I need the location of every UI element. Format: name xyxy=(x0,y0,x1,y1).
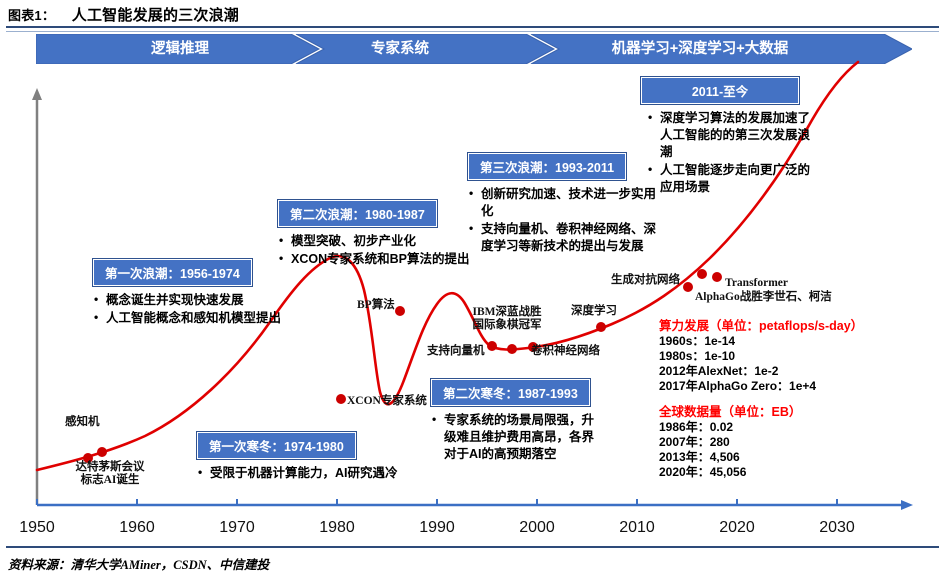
x-tick-2010: 2010 xyxy=(619,519,655,536)
stats-compute-row-4: 2017年AlphaGo Zero：1e+4 xyxy=(659,379,817,393)
stats-data-row-2: 2007年：280 xyxy=(659,435,730,449)
marker-deeplearning xyxy=(596,322,606,332)
card-winter2-bullets: 专家系统的场景局限强，升级难且维护费用高昂，各界对于AI的高预期落空 xyxy=(430,411,600,463)
card-wave3-bullet-2: 支持向量机、卷积神经网络、深度学习等新技术的提出与发展 xyxy=(467,220,659,255)
x-tick-1980: 1980 xyxy=(319,519,355,536)
x-tick-1960: 1960 xyxy=(119,519,155,536)
card-now: 2011-至今 深度学习算法的发展加速了人工智能的的第三次发展浪潮 人工智能逐步… xyxy=(640,76,820,197)
milestone-label-deepblue: IBM深蓝战胜 国际象棋冠军 xyxy=(472,306,542,331)
card-winter2-header: 第二次寒冬：1987-1993 xyxy=(430,378,591,407)
stats-compute-row-2: 1980s：1e-10 xyxy=(659,349,736,363)
card-winter2: 第二次寒冬：1987-1993 专家系统的场景局限强，升级难且维护费用高昂，各界… xyxy=(430,378,600,464)
card-now-bullets: 深度学习算法的发展加速了人工智能的的第三次发展浪潮 人工智能逐步走向更广泛的应用… xyxy=(646,109,820,196)
stats-data-row-3: 2013年：4,506 xyxy=(659,450,740,464)
card-now-header: 2011-至今 xyxy=(640,76,800,105)
card-winter2-bullet-1: 专家系统的场景局限强，升级难且维护费用高昂，各界对于AI的高预期落空 xyxy=(430,411,600,463)
card-wave2-bullet-2: XCON专家系统和BP算法的提出 xyxy=(277,250,497,268)
banner-chevron-1 xyxy=(36,34,321,64)
marker-transformer xyxy=(712,272,722,282)
card-now-bullet-2: 人工智能逐步走向更广泛的应用场景 xyxy=(646,161,820,196)
banner-label-2: 专家系统 xyxy=(371,41,429,57)
figure-title-text: 人工智能发展的三次浪潮 xyxy=(71,7,239,24)
y-axis xyxy=(32,88,42,505)
x-tick-1950: 1950 xyxy=(19,519,55,536)
stats-compute-row-1: 1960s：1e-14 xyxy=(659,334,736,348)
stats-data-row-4: 2020年：45,056 xyxy=(659,465,747,479)
card-wave2-bullets: 模型突破、初步产业化 XCON专家系统和BP算法的提出 xyxy=(277,232,497,268)
milestone-label-xcon: XCON专家系统 xyxy=(347,395,427,407)
marker-dartmouth xyxy=(83,453,93,463)
card-wave3-header: 第三次浪潮：1993-2011 xyxy=(467,152,628,181)
card-winter1-bullet-1: 受限于机器计算能力，AI研究遇冷 xyxy=(196,464,436,482)
milestone-label-dartmouth: 达特茅斯会议 标志AI诞生 xyxy=(75,461,145,486)
milestone-label-perceptron: 感知机 xyxy=(65,416,100,428)
marker-svm xyxy=(487,341,497,351)
marker-cnn xyxy=(528,342,538,352)
stats-compute: 算力发展（单位：petaflops/s-day） 1960s：1e-14 198… xyxy=(659,318,863,394)
card-wave3-bullet-1: 创新研究加速、技术进一步实用化 xyxy=(467,185,659,220)
card-wave3: 第三次浪潮：1993-2011 创新研究加速、技术进一步实用化 支持向量机、卷积… xyxy=(467,152,659,256)
card-winter1: 第一次寒冬：1974-1980 受限于机器计算能力，AI研究遇冷 xyxy=(196,431,436,483)
milestone-label-transformer: Transformer xyxy=(725,277,789,289)
page-title: 图表1： 人工智能发展的三次浪潮 xyxy=(8,4,239,25)
card-wave3-bullets: 创新研究加速、技术进一步实用化 支持向量机、卷积神经网络、深度学习等新技术的提出… xyxy=(467,185,659,255)
x-tick-1970: 1970 xyxy=(219,519,255,536)
x-tick-2000: 2000 xyxy=(519,519,555,536)
banner-label-3: 机器学习+深度学习+大数据 xyxy=(611,41,789,57)
card-wave1-header: 第一次浪潮：1956-1974 xyxy=(92,258,253,287)
card-wave1-bullet-2: 人工智能概念和感知机模型提出 xyxy=(92,309,307,327)
title-divider xyxy=(6,26,939,32)
card-wave2-bullet-1: 模型突破、初步产业化 xyxy=(277,232,497,250)
card-wave2-header: 第二次浪潮：1980-1987 xyxy=(277,199,438,228)
marker-perceptron xyxy=(97,447,107,457)
milestone-label-svm: 支持向量机 xyxy=(427,345,485,357)
milestone-label-cnn: 卷积神经网络 xyxy=(531,345,600,357)
stats-compute-row-3: 2012年AlexNet：1e-2 xyxy=(659,364,779,378)
x-tick-1990: 1990 xyxy=(419,519,455,536)
x-axis xyxy=(36,499,913,510)
card-wave1-bullet-1: 概念诞生并实现快速发展 xyxy=(92,291,307,309)
marker-xcon xyxy=(336,394,346,404)
marker-alphago xyxy=(697,269,707,279)
card-wave1-bullets: 概念诞生并实现快速发展 人工智能概念和感知机模型提出 xyxy=(92,291,307,327)
marker-gan xyxy=(683,282,693,292)
x-tick-2020: 2020 xyxy=(719,519,755,536)
source-note: 资料来源：清华大学AMiner，CSDN、中信建投 xyxy=(8,558,270,572)
phase-banner xyxy=(36,34,912,64)
banner-chevron-3 xyxy=(530,34,912,64)
card-wave1: 第一次浪潮：1956-1974 概念诞生并实现快速发展 人工智能概念和感知机模型… xyxy=(92,258,307,328)
marker-bp xyxy=(395,306,405,316)
marker-deepblue xyxy=(507,344,517,354)
milestone-label-deeplearning: 深度学习 xyxy=(571,305,617,317)
milestone-label-gan: 生成对抗网络 xyxy=(611,274,680,286)
footer-divider xyxy=(6,546,939,548)
card-wave2: 第二次浪潮：1980-1987 模型突破、初步产业化 XCON专家系统和BP算法… xyxy=(277,199,497,269)
x-tick-2030: 2030 xyxy=(819,519,855,536)
milestone-label-bp: BP算法 xyxy=(357,299,395,311)
figure-label: 图表1： xyxy=(8,8,56,23)
card-winter1-header: 第一次寒冬：1974-1980 xyxy=(196,431,357,460)
stats-data-row-1: 1986年：0.02 xyxy=(659,420,734,434)
curve-markers xyxy=(83,269,722,463)
card-winter1-bullets: 受限于机器计算能力，AI研究遇冷 xyxy=(196,464,436,482)
stats-data-title: 全球数据量（单位：EB） xyxy=(659,405,802,419)
milestone-label-alphago: AlphaGo战胜李世石、柯洁 xyxy=(695,291,832,303)
card-now-bullet-1: 深度学习算法的发展加速了人工智能的的第三次发展浪潮 xyxy=(646,109,820,161)
stats-data: 全球数据量（单位：EB） 1986年：0.02 2007年：280 2013年：… xyxy=(659,404,801,480)
banner-label-1: 逻辑推理 xyxy=(151,41,209,57)
banner-chevron-2 xyxy=(295,34,556,64)
stats-compute-title: 算力发展（单位：petaflops/s-day） xyxy=(659,319,864,333)
